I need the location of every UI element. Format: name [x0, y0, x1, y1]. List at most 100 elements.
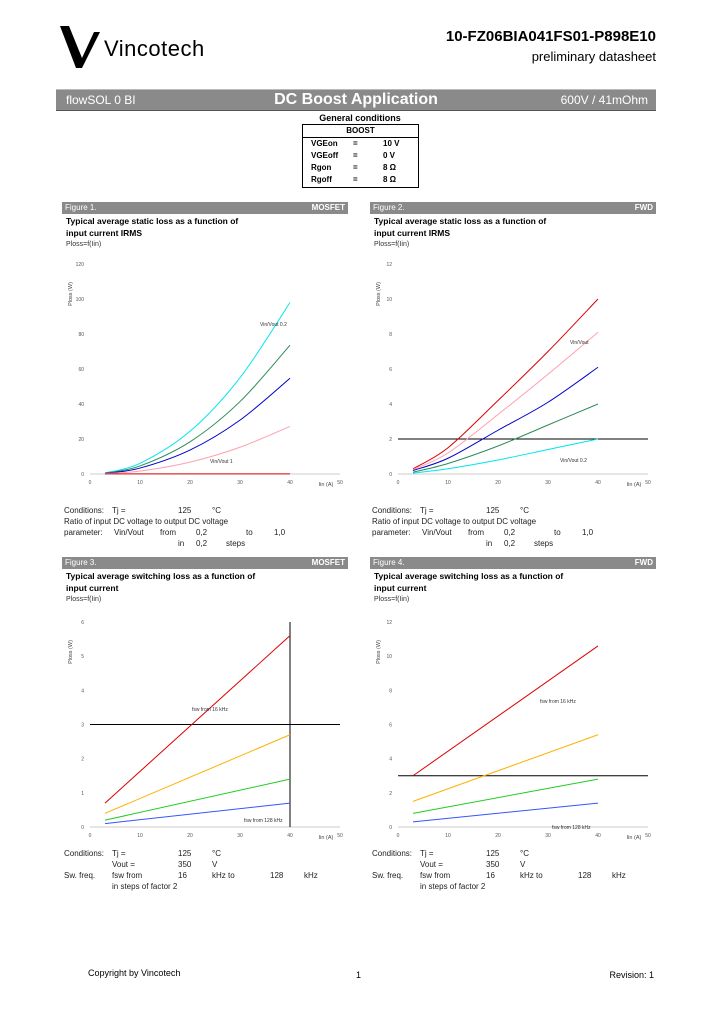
- brand-name: Vincotech: [104, 36, 205, 61]
- figure-title: Typical average static loss as a functio…: [374, 216, 547, 226]
- series-line: [104, 425, 291, 475]
- figure-label: Figure 3.: [65, 558, 97, 567]
- figure-title: Typical average switching loss as a func…: [66, 571, 256, 581]
- condition-text: kHz to: [520, 871, 543, 880]
- x-tick-label: 50: [337, 480, 343, 486]
- figure-formula: Ploss=f(Iin): [374, 596, 410, 603]
- y-tick-label: 6: [81, 620, 84, 626]
- figure-formula: Ploss=f(Iin): [66, 596, 102, 603]
- curve-note: fsw from 128 kHz: [552, 825, 591, 831]
- x-tick-label: 0: [89, 480, 92, 486]
- value: 8 Ω: [383, 175, 397, 184]
- y-tick-label: 40: [78, 402, 84, 408]
- y-tick-label: 80: [78, 332, 84, 338]
- value: 0 V: [383, 151, 396, 160]
- condition-text: °C: [520, 506, 529, 515]
- value: 10 V: [383, 139, 400, 148]
- curve-note: fsw from 16 kHz: [192, 707, 228, 713]
- y-tick-label: 6: [389, 723, 392, 729]
- x-tick-label: 20: [495, 480, 501, 486]
- series-line: [412, 366, 599, 471]
- y-tick-label: 5: [81, 654, 84, 660]
- y-tick-label: 8: [389, 688, 392, 694]
- x-tick-label: 10: [137, 833, 143, 839]
- x-tick-label: 50: [337, 833, 343, 839]
- figure-label: Figure 2.: [373, 203, 405, 212]
- voltage-rating: 600V / 41mOhm: [560, 93, 648, 107]
- condition-text: Conditions:: [372, 849, 413, 858]
- condition-row: Rgon = 8 Ω: [303, 162, 418, 174]
- figure-title-2: input current: [66, 583, 119, 593]
- condition-text: from: [468, 528, 484, 537]
- condition-text: kHz to: [212, 871, 235, 880]
- y-tick-label: 0: [389, 472, 392, 478]
- series-line: [412, 438, 599, 474]
- y-tick-label: 3: [81, 723, 84, 729]
- y-tick-label: 2: [81, 757, 84, 763]
- x-tick-label: 20: [495, 833, 501, 839]
- condition-text: Vin/Vout: [422, 528, 452, 537]
- condition-text: °C: [520, 849, 529, 858]
- condition-row: VGEoff = 0 V: [303, 150, 418, 162]
- condition-text: 0,2: [504, 528, 516, 537]
- figure-formula: Ploss=f(Iin): [374, 241, 410, 248]
- figure-title-2: input current: [374, 583, 427, 593]
- condition-text: kHz: [612, 871, 626, 880]
- value: 8 Ω: [383, 163, 397, 172]
- y-tick-label: 0: [81, 825, 84, 831]
- condition-text: 350: [178, 860, 192, 869]
- revision: Revision: 1: [609, 970, 654, 980]
- curve-note: Vin/Vout 0.2: [560, 458, 587, 464]
- series-line: [104, 734, 291, 814]
- condition-text: V: [520, 860, 526, 869]
- series-line: [104, 377, 291, 474]
- x-axis-title: Iin (A): [627, 835, 642, 841]
- vincotech-logo-icon: [60, 26, 100, 68]
- x-tick-label: 10: [137, 480, 143, 486]
- param: Rgoff: [311, 175, 332, 184]
- x-tick-label: 0: [89, 833, 92, 839]
- y-tick-label: 1: [81, 791, 84, 797]
- chart: 0 10 20 30 40 50 0 2 4 6 8 10 12 Ploss (W) Iin (A) Vin/…: [376, 262, 651, 488]
- condition-text: Conditions:: [64, 506, 105, 515]
- copyright: Copyright by Vincotech: [88, 968, 181, 978]
- figure-title-2: input current IRMS: [374, 228, 451, 238]
- condition-text: 16: [178, 871, 187, 880]
- condition-text: parameter:: [64, 528, 103, 537]
- condition-text: 125: [178, 849, 192, 858]
- series-line: [412, 331, 599, 471]
- condition-text: 0,2: [196, 528, 208, 537]
- condition-text: steps: [534, 539, 554, 548]
- condition-text: 1,0: [274, 528, 286, 537]
- y-tick-label: 0: [81, 472, 84, 478]
- figure-2: Figure 2. FWD Typical average static loss …: [370, 202, 656, 557]
- figure-1: Figure 1. MOSFET Typical average static lo…: [62, 202, 348, 557]
- condition-text: steps: [226, 539, 246, 548]
- device-type: MOSFET: [311, 558, 345, 567]
- condition-text: in steps of factor 2: [112, 882, 178, 891]
- condition-text: V: [212, 860, 218, 869]
- y-tick-label: 2: [389, 437, 392, 443]
- chart: 0 10 20 30 40 50 0 20 40 60 80 100 120 Ploss (W) Iin (…: [68, 262, 343, 488]
- chart: 0 10 20 30 40 50 0 2 4 6 8 10 12 Ploss (W) Iin (A) fsw …: [376, 620, 651, 841]
- figure-label: Figure 4.: [373, 558, 405, 567]
- general-conditions-table: BOOST VGEon = 10 V VGEoff = 0 V Rgon = 8 Ω Rgo…: [302, 124, 419, 188]
- condition-text: in steps of factor 2: [420, 882, 486, 891]
- condition-text: to: [246, 528, 253, 537]
- x-tick-label: 50: [645, 833, 651, 839]
- series-line: [104, 802, 291, 825]
- y-axis-title: Ploss (W): [376, 640, 382, 664]
- figure-title: Typical average static loss as a functio…: [66, 216, 239, 226]
- condition-text: 128: [270, 871, 284, 880]
- y-tick-label: 4: [389, 402, 392, 408]
- figure-formula: Ploss=f(Iin): [66, 241, 102, 248]
- general-conditions-title: General conditions: [319, 113, 401, 123]
- condition-text: 16: [486, 871, 495, 880]
- figure-3: Figure 3. MOSFET Typical average switching…: [62, 557, 348, 902]
- figure-4: Figure 4. FWD Typical average switching lo…: [370, 557, 656, 902]
- y-tick-label: 4: [81, 688, 84, 694]
- section-label: BOOST: [303, 125, 418, 138]
- curve-note: fsw from 16 kHz: [540, 699, 576, 705]
- x-tick-label: 50: [645, 480, 651, 486]
- y-tick-label: 20: [78, 437, 84, 443]
